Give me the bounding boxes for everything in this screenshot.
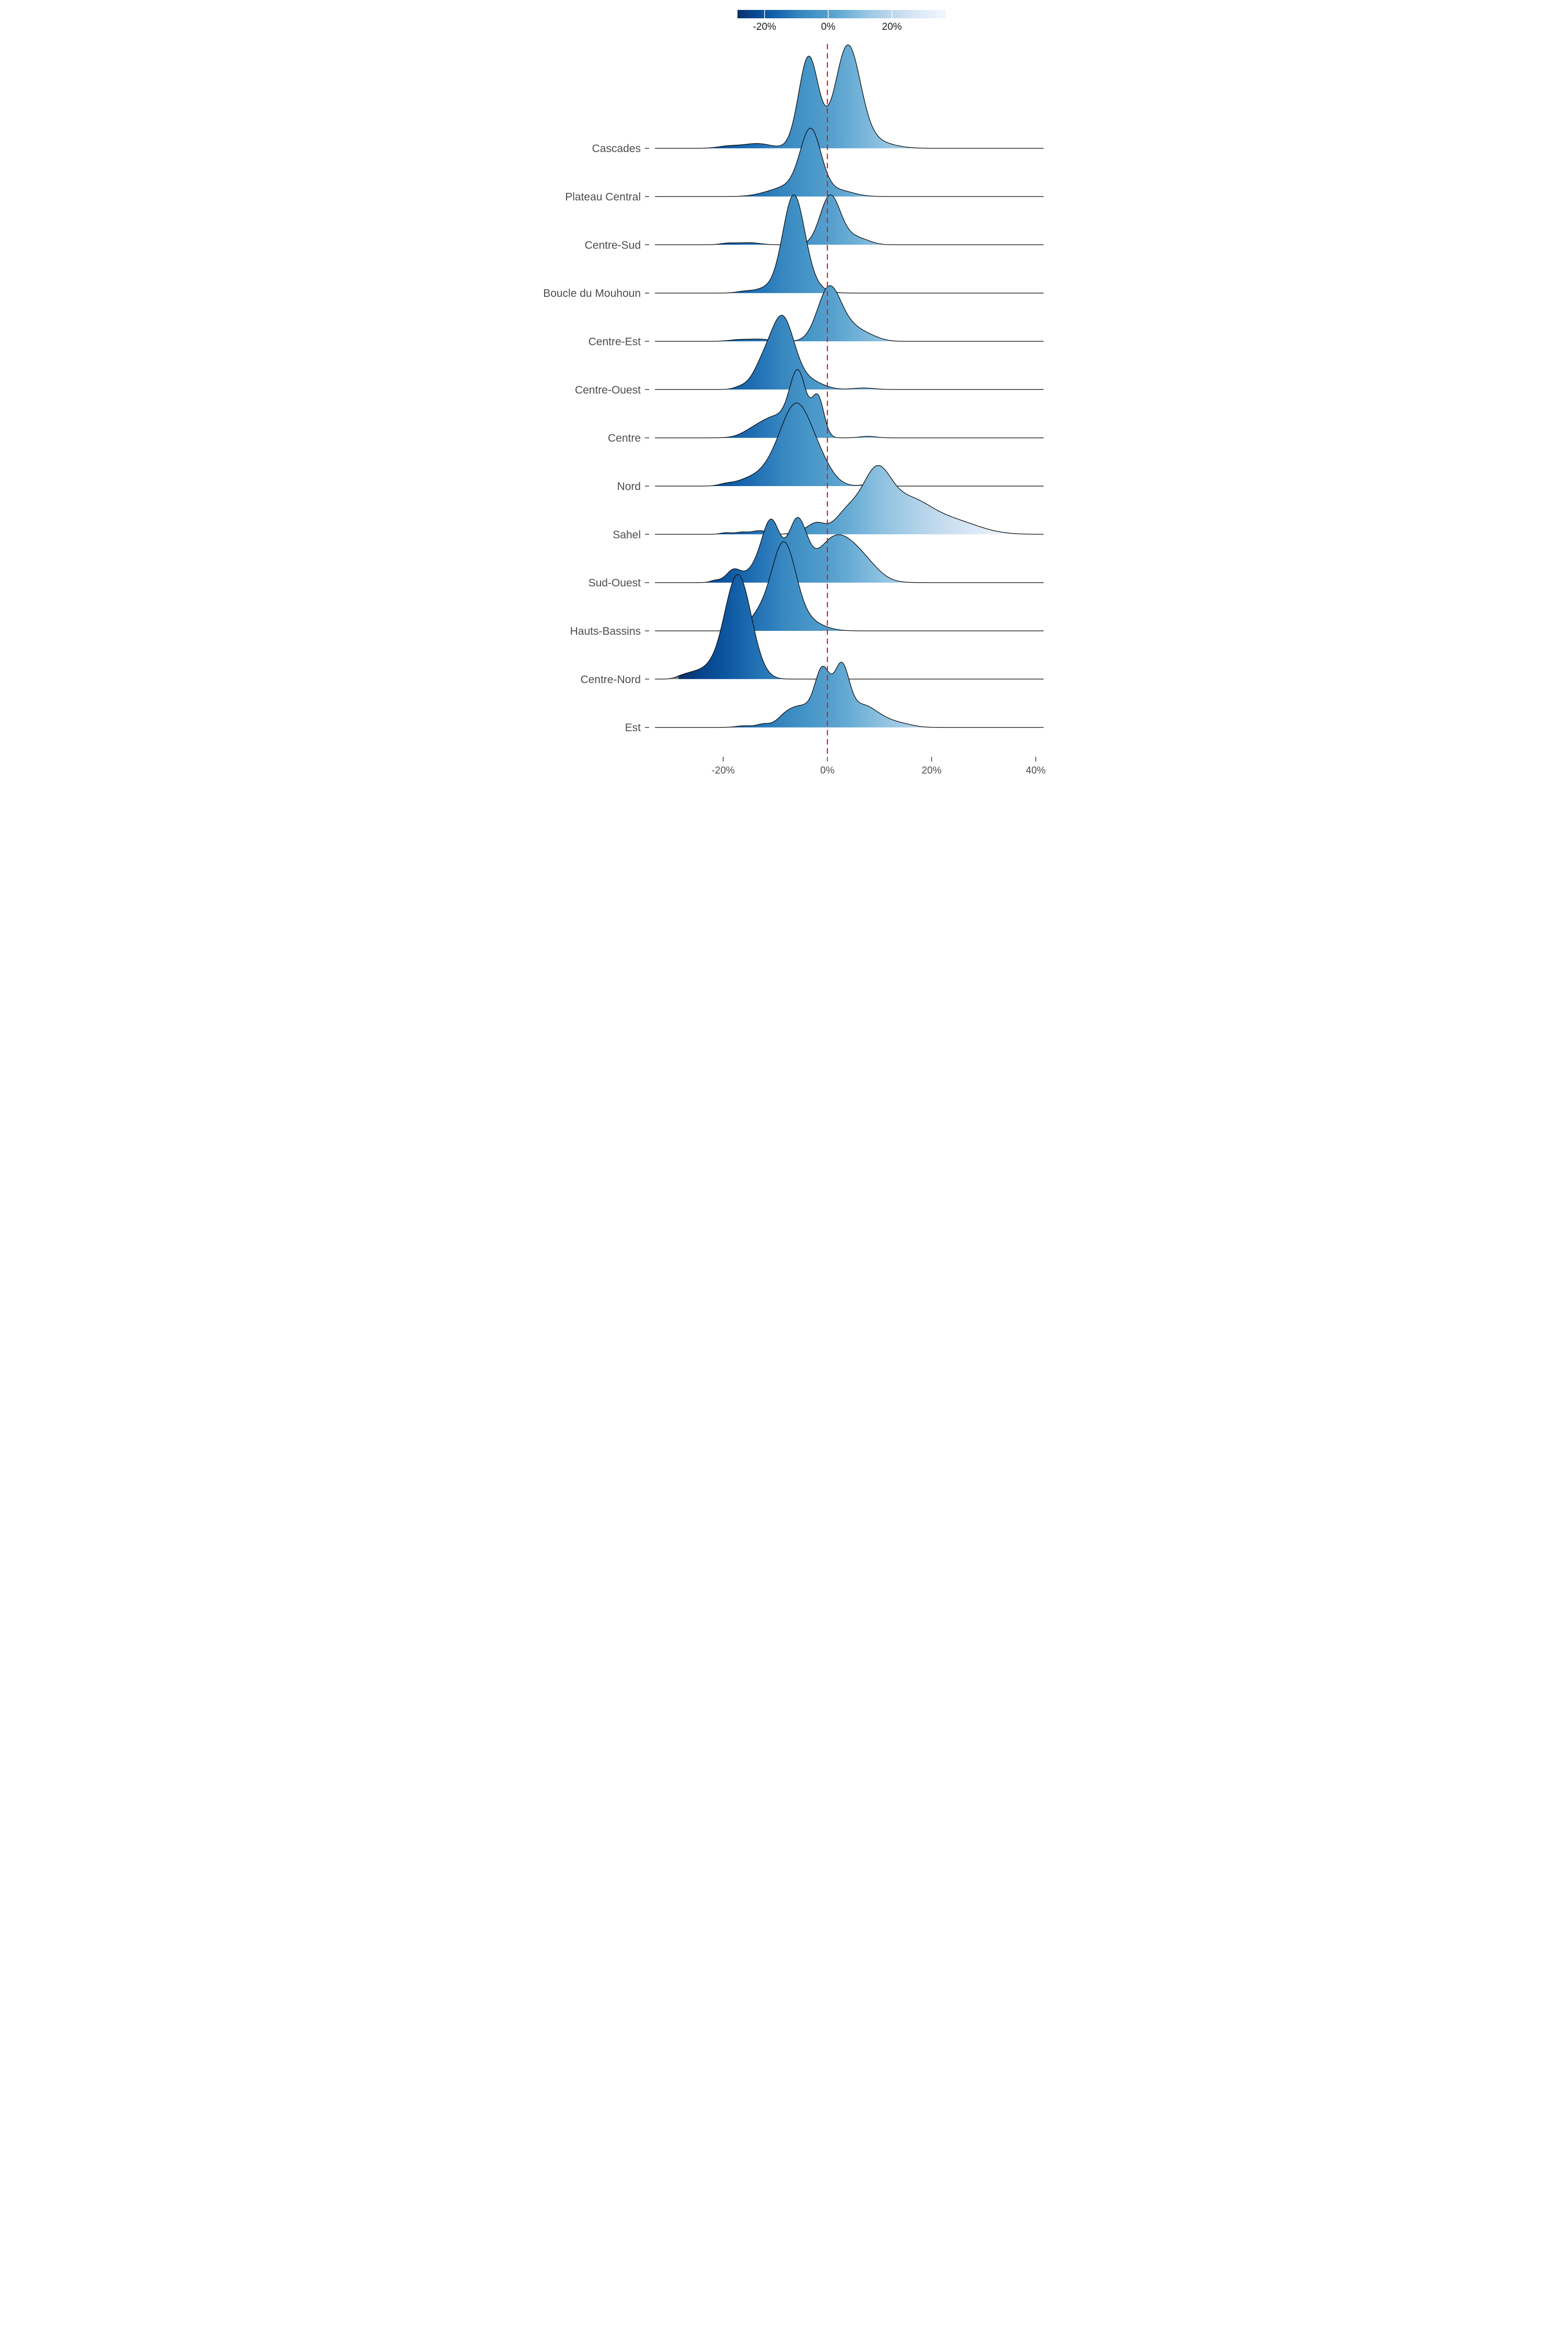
density-outline-sahel — [655, 465, 1044, 535]
chart-canvas: Cascades Plateau Central Centre-Sud Boucle … — [543, 10, 1045, 776]
row-label-centre-nord: Centre-Nord — [580, 674, 641, 686]
density-outline-centre-sud — [655, 194, 1044, 245]
legend-tick-label-0: 0% — [821, 21, 836, 32]
x-axis-tick-label--20: -20% — [711, 765, 734, 776]
row-label-plateau-central: Plateau Central — [565, 191, 641, 203]
x-axis-tick-label-0: 0% — [820, 765, 835, 776]
x-axis-tick-label-20: 20% — [921, 765, 941, 776]
density-outline-centre-nord — [655, 574, 1044, 679]
density-area-est — [655, 662, 1044, 728]
row-label-centre: Centre — [608, 432, 641, 444]
density-area-centre — [655, 369, 1044, 438]
density-outline-plateau-central — [655, 128, 1044, 197]
row-label-sahel: Sahel — [613, 529, 641, 541]
density-area-centre-nord — [655, 574, 1044, 679]
density-area-nord — [655, 403, 1044, 486]
density-outline-sud-ouest — [655, 517, 1044, 583]
legend-tick-label-20: 20% — [882, 21, 902, 32]
density-outline-hauts-bassins — [655, 541, 1044, 631]
row-label-centre-sud: Centre-Sud — [585, 239, 641, 251]
row-label-hauts-bassins: Hauts-Bassins — [570, 626, 641, 638]
density-outline-cascades — [655, 44, 1044, 149]
row-label-nord: Nord — [617, 481, 641, 493]
legend-gradient-bar — [737, 10, 946, 18]
density-area-sahel — [655, 465, 1044, 535]
row-label-boucle-du-mouhoun: Boucle du Mouhoun — [543, 287, 641, 299]
row-label-centre-est: Centre-Est — [589, 336, 641, 348]
density-area-centre-est — [655, 285, 1044, 341]
row-label-cascades: Cascades — [592, 143, 641, 155]
density-outline-centre-ouest — [655, 315, 1044, 390]
density-outline-nord — [655, 402, 1044, 487]
row-label-sud-ouest: Sud-Ouest — [589, 577, 641, 589]
ridgeline-chart-figure: Cascades Plateau Central Centre-Sud Boucle … — [523, 0, 1045, 784]
density-outline-centre-est — [655, 285, 1044, 342]
density-outline-boucle-du-mouhoun — [655, 194, 1044, 294]
density-outline-est — [655, 662, 1044, 728]
density-outline-centre — [655, 369, 1044, 439]
row-label-est: Est — [625, 722, 641, 734]
density-area-sud-ouest — [655, 517, 1044, 583]
x-axis-tick-label-40: 40% — [1026, 765, 1045, 776]
row-label-centre-ouest: Centre-Ouest — [575, 384, 641, 396]
legend-tick-label--20: -20% — [753, 21, 776, 32]
density-area-centre-sud — [655, 194, 1044, 245]
legend-tick--20 — [764, 10, 765, 18]
density-area-cascades — [655, 44, 1044, 148]
